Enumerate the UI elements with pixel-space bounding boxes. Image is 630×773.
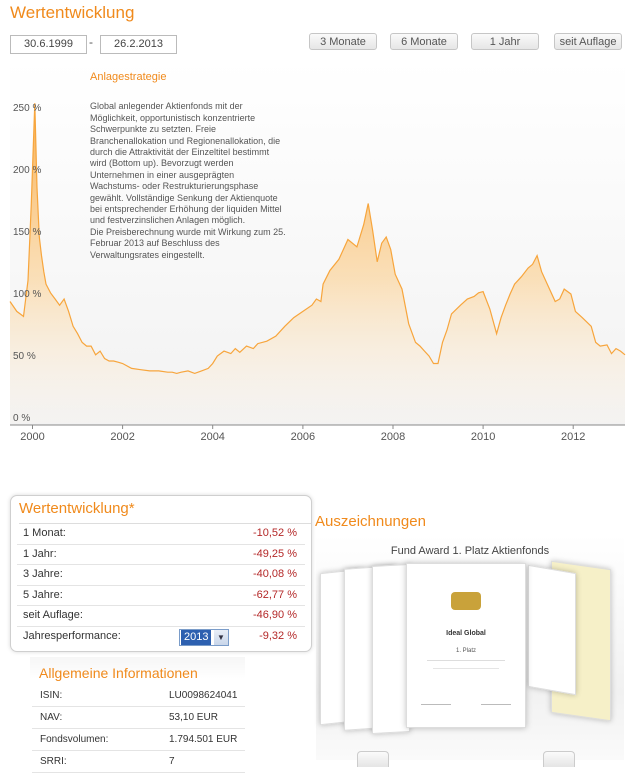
info-row-nav: NAV: 53,10 EUR	[32, 707, 245, 729]
award-carousel: Fund Award 1. Platz Aktienfonds Ideal Gl…	[316, 535, 624, 760]
performance-chart: 0 % 50 % 100 % 150 % 200 % 250 % 2000 2002 2004 2…	[9, 60, 626, 443]
perf-row-3-years: 3 Jahre: -40,08 %	[17, 565, 305, 586]
award-certificate-right-near[interactable]	[528, 564, 576, 696]
x-tick-label: 2006	[291, 431, 315, 443]
general-info-box: Allgemeine Informationen ISIN: LU0098624…	[30, 657, 245, 773]
date-separator: -	[89, 35, 93, 49]
info-value: 53,10 EUR	[169, 712, 218, 723]
perf-label: 1 Monat:	[23, 527, 66, 539]
info-label: ISIN:	[40, 690, 63, 701]
x-tick-label: 2002	[110, 431, 134, 443]
perf-value: -9,32 %	[259, 629, 297, 642]
certificate-signature-line	[421, 704, 451, 705]
perf-label: 3 Jahre:	[23, 568, 63, 580]
perf-label: Jahresperformance:	[23, 629, 121, 642]
y-tick-label: 100 %	[13, 289, 41, 300]
info-row-srri: SRRI: 7	[32, 751, 245, 773]
chart-area-fill	[10, 103, 625, 423]
strategy-text: Global anlegender Aktienfonds mit der Mö…	[90, 101, 282, 226]
date-from-input[interactable]: 30.6.1999	[10, 35, 87, 54]
strategy-title: Anlagestrategie	[90, 71, 167, 83]
info-label: SRRI:	[40, 756, 67, 767]
award-certificate-main[interactable]: Ideal Global 1. Platz	[406, 563, 526, 728]
award-trophy-icon	[451, 592, 481, 610]
chart-series-line	[9, 103, 626, 375]
info-row-isin: ISIN: LU0098624041	[32, 685, 245, 707]
info-value: LU0098624041	[169, 690, 238, 701]
strategy-note: Die Preisberechnung wurde mit Wirkung zu…	[90, 226, 286, 260]
strategy-panel: Anlagestrategie Global anlegender Aktien…	[90, 71, 286, 261]
perf-row-since-launch: seit Auflage: -46,90 %	[17, 606, 305, 627]
perf-value: -40,08 %	[252, 568, 297, 580]
carousel-prev-button[interactable]	[357, 751, 389, 767]
year-select-value: 2013	[181, 629, 212, 645]
performance-title: Wertentwicklung*	[19, 498, 311, 524]
perf-row-1-year: 1 Jahr: -49,25 %	[17, 545, 305, 565]
certificate-divider	[427, 660, 505, 661]
perf-row-1-month: 1 Monat: -10,52 %	[17, 524, 305, 545]
y-tick-label: 200 %	[13, 165, 41, 176]
perf-label: 1 Jahr:	[23, 547, 57, 560]
x-tick-label: 2010	[471, 431, 495, 443]
info-row-volume: Fondsvolumen: 1.794.501 EUR	[32, 729, 245, 751]
info-value: 7	[169, 756, 175, 767]
perf-row-5-years: 5 Jahre: -62,77 %	[17, 586, 305, 606]
info-value: 1.794.501 EUR	[169, 734, 238, 745]
y-tick-label: 0 %	[13, 413, 30, 424]
range-1-year-button[interactable]: 1 Jahr	[471, 33, 539, 50]
date-to-input[interactable]: 26.2.2013	[100, 35, 177, 54]
perf-label: seit Auflage:	[23, 609, 83, 621]
x-tick-label: 2000	[20, 431, 44, 443]
perf-value: -62,77 %	[252, 588, 297, 601]
awards-title: Auszeichnungen	[315, 513, 426, 530]
award-certificate-left-near[interactable]	[372, 564, 410, 734]
certificate-signature-line	[481, 704, 511, 705]
page-title: Wertentwicklung	[10, 3, 135, 22]
award-caption: Fund Award 1. Platz Aktienfonds	[390, 545, 550, 557]
carousel-next-button[interactable]	[543, 751, 575, 767]
general-info-title: Allgemeine Informationen	[39, 665, 198, 681]
range-since-launch-button[interactable]: seit Auflage	[554, 33, 622, 50]
certificate-divider	[433, 668, 499, 669]
y-tick-label: 50 %	[13, 351, 36, 362]
info-label: Fondsvolumen:	[40, 734, 109, 745]
perf-row-yearly: Jahresperformance: 2013 ▼ -9,32 %	[17, 627, 305, 647]
x-tick-label: 2004	[200, 431, 224, 443]
chevron-down-icon[interactable]: ▼	[214, 629, 228, 645]
year-select[interactable]: 2013 ▼	[179, 628, 229, 646]
x-tick-label: 2008	[381, 431, 405, 443]
perf-value: -10,52 %	[252, 527, 297, 539]
y-tick-label: 250 %	[13, 103, 41, 114]
x-tick-label: 2012	[561, 431, 585, 443]
certificate-heading: Ideal Global	[446, 630, 486, 637]
perf-value: -46,90 %	[252, 609, 297, 621]
certificate-place: 1. Platz	[455, 648, 476, 654]
range-3-months-button[interactable]: 3 Monate	[309, 33, 377, 50]
info-label: NAV:	[40, 712, 63, 723]
range-6-months-button[interactable]: 6 Monate	[390, 33, 458, 50]
performance-box: Wertentwicklung* 1 Monat: -10,52 % 1 Jah…	[10, 495, 312, 652]
perf-value: -49,25 %	[252, 547, 297, 560]
perf-label: 5 Jahre:	[23, 588, 63, 601]
y-tick-label: 150 %	[13, 227, 41, 238]
